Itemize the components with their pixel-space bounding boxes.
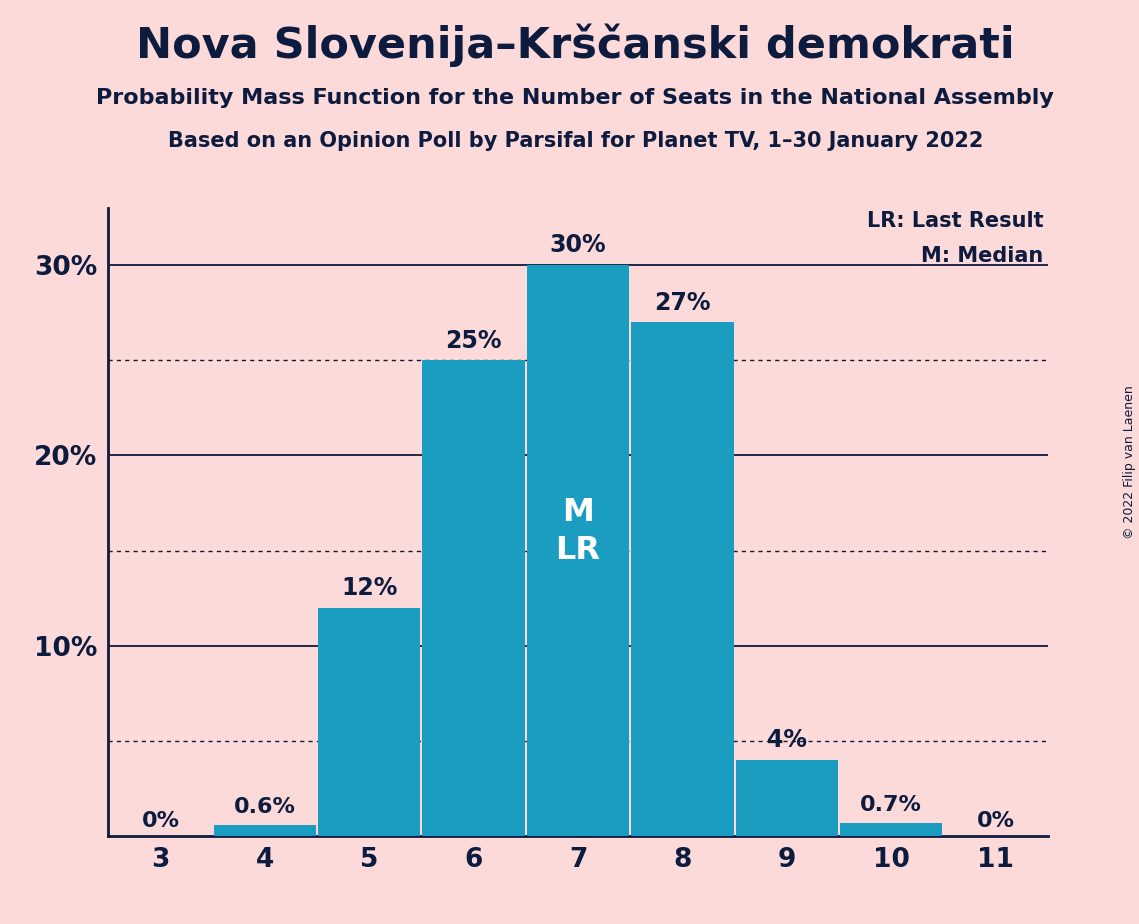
Text: 0%: 0% bbox=[141, 810, 180, 831]
Bar bbox=[423, 360, 525, 836]
Text: Probability Mass Function for the Number of Seats in the National Assembly: Probability Mass Function for the Number… bbox=[97, 88, 1054, 108]
Text: LR: Last Result: LR: Last Result bbox=[867, 211, 1043, 231]
Bar bbox=[736, 760, 838, 836]
Text: 25%: 25% bbox=[445, 329, 502, 353]
Text: 0%: 0% bbox=[976, 810, 1015, 831]
Text: 30%: 30% bbox=[550, 234, 606, 258]
Text: © 2022 Filip van Laenen: © 2022 Filip van Laenen bbox=[1123, 385, 1137, 539]
Bar bbox=[318, 608, 420, 836]
Text: 12%: 12% bbox=[341, 577, 398, 600]
Bar bbox=[841, 823, 942, 836]
Text: Based on an Opinion Poll by Parsifal for Planet TV, 1–30 January 2022: Based on an Opinion Poll by Parsifal for… bbox=[167, 131, 983, 152]
Text: Nova Slovenija–Krščanski demokrati: Nova Slovenija–Krščanski demokrati bbox=[136, 23, 1015, 67]
Text: 27%: 27% bbox=[654, 290, 711, 314]
Bar bbox=[527, 265, 629, 836]
Bar bbox=[214, 825, 316, 836]
Text: M: Median: M: Median bbox=[921, 246, 1043, 265]
Text: M
LR: M LR bbox=[556, 497, 600, 566]
Text: 0.7%: 0.7% bbox=[860, 796, 923, 815]
Bar bbox=[631, 322, 734, 836]
Text: 0.6%: 0.6% bbox=[233, 797, 296, 817]
Text: 4%: 4% bbox=[767, 728, 806, 752]
